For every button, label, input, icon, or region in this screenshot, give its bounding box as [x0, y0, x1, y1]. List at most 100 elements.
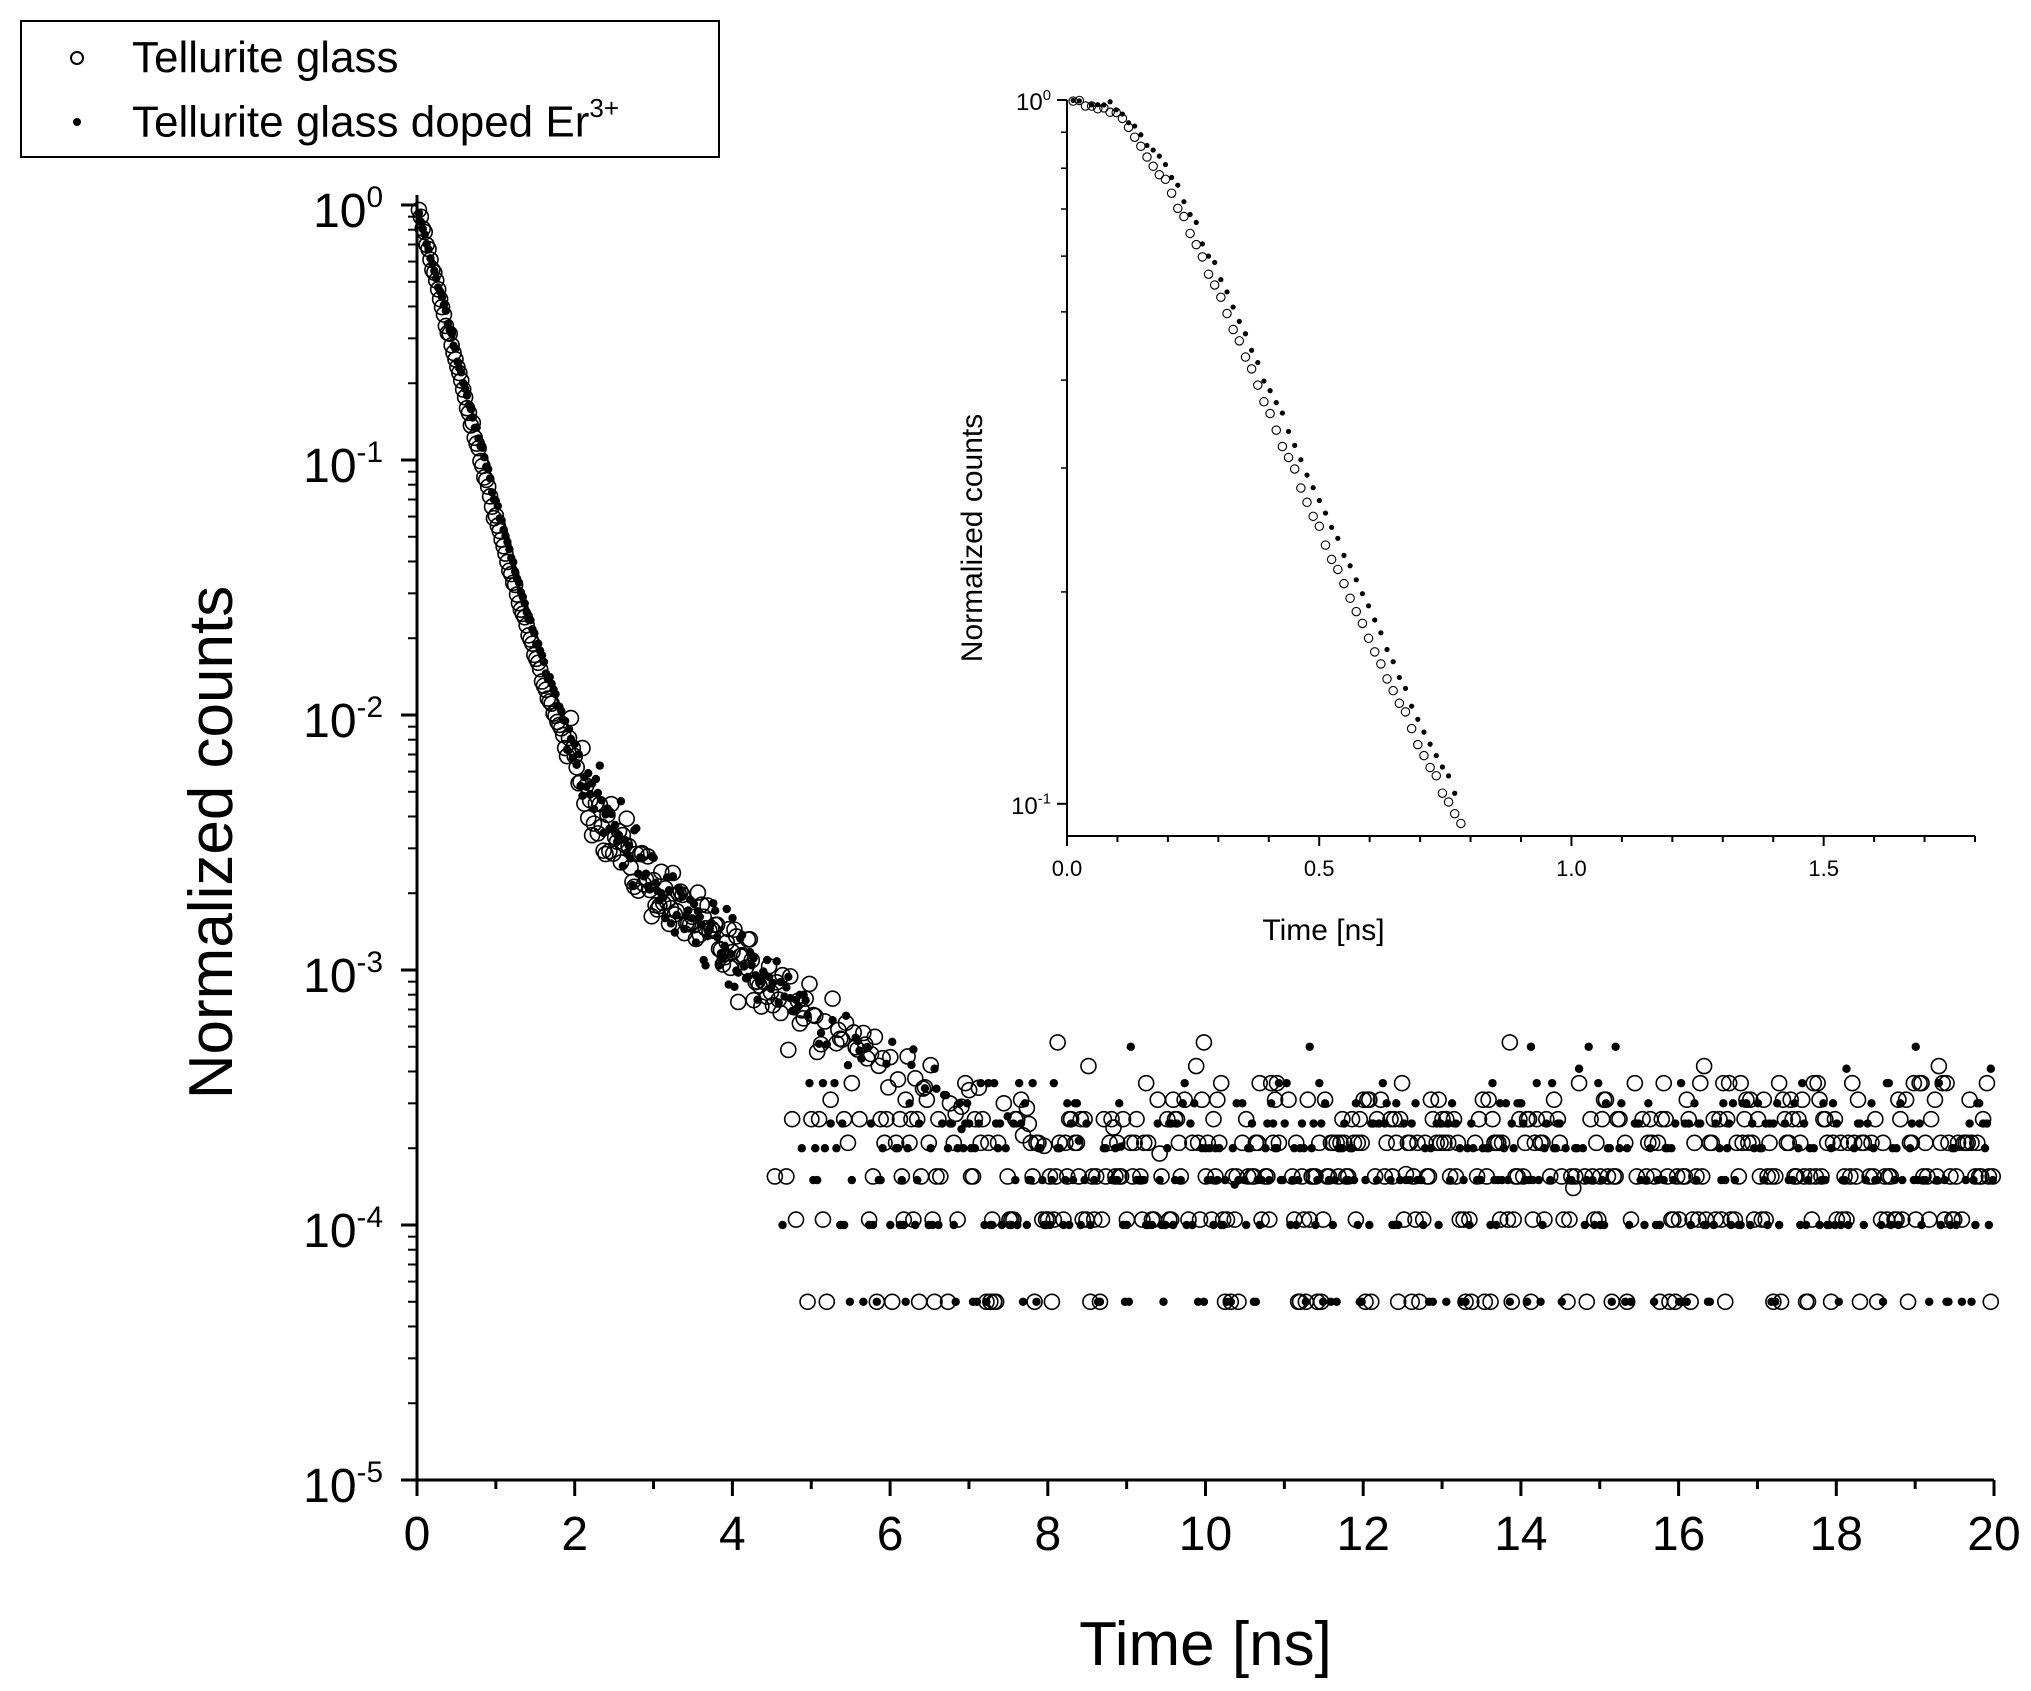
data-point-tellurite-glass-doped [1188, 1220, 1197, 1230]
data-point-tellurite-glass [1049, 1034, 1066, 1051]
data-point-tellurite-glass [1545, 1091, 1563, 1109]
data-point-tellurite-glass-doped [1126, 1042, 1135, 1051]
data-point-tellurite-glass [1930, 1057, 1948, 1075]
data-point-tellurite-glass-doped [1971, 1220, 1980, 1230]
data-point-tellurite-glass [1926, 1091, 1944, 1109]
data-point-tellurite-glass-doped [749, 953, 758, 963]
data-point-tellurite-glass [1101, 1134, 1118, 1152]
data-point-tellurite-glass-doped [1622, 1144, 1632, 1153]
data-point-tellurite-glass-doped [1771, 1297, 1780, 1306]
data-point-tellurite-glass-doped [1395, 1175, 1405, 1185]
data-point-tellurite-glass-doped [1068, 1175, 1078, 1185]
data-point-tellurite-glass-doped [680, 924, 689, 934]
data-point-tellurite-glass-doped [1003, 1112, 1012, 1121]
inset-data-point-tellurite-glass-doped [1230, 304, 1236, 310]
data-point-tellurite-glass [1843, 1074, 1861, 1092]
data-point-tellurite-glass [1759, 1168, 1776, 1185]
data-point-tellurite-glass-doped [1257, 1175, 1266, 1185]
inset-data-point-tellurite-glass [1320, 540, 1331, 550]
y-tick-label: 10-3 [303, 946, 383, 1003]
data-point-tellurite-glass-doped [562, 745, 572, 754]
data-point-tellurite-glass [1237, 1110, 1255, 1128]
data-point-tellurite-glass-doped [1788, 1175, 1797, 1185]
data-point-tellurite-glass [729, 993, 747, 1011]
data-point-tellurite-glass-doped [651, 878, 660, 888]
data-point-tellurite-glass-doped [857, 1054, 866, 1063]
data-point-tellurite-glass [1978, 1074, 1996, 1092]
data-point-tellurite-glass-doped [1444, 1119, 1453, 1128]
data-point-tellurite-glass [1745, 1211, 1763, 1228]
data-point-tellurite-glass-doped [1711, 1119, 1720, 1128]
data-point-tellurite-glass-doped [1624, 1220, 1634, 1230]
data-point-tellurite-glass-doped [980, 1220, 989, 1230]
data-point-tellurite-glass-doped [1890, 1175, 1899, 1185]
data-point-tellurite-glass [1611, 1110, 1628, 1128]
data-point-tellurite-glass-doped [1863, 1119, 1872, 1128]
data-point-tellurite-glass-doped [1551, 1144, 1561, 1153]
data-point-tellurite-glass-doped [734, 968, 743, 977]
data-point-tellurite-glass-doped [1063, 1099, 1072, 1108]
x-tick-label: 10 [1179, 1508, 1232, 1561]
x-tick-label: 8 [1034, 1508, 1061, 1561]
data-point-tellurite-glass-doped [747, 961, 756, 970]
data-point-tellurite-glass [1149, 1091, 1167, 1109]
inset-data-point-tellurite-glass [1253, 380, 1263, 390]
data-point-tellurite-glass [1378, 1134, 1395, 1152]
inset-data-point-tellurite-glass-doped [1169, 174, 1175, 181]
data-point-tellurite-glass-doped [1299, 1144, 1309, 1153]
inset-data-point-tellurite-glass [1259, 397, 1269, 407]
data-point-tellurite-glass-doped [1826, 1144, 1836, 1153]
data-point-tellurite-glass [1767, 1168, 1784, 1185]
data-point-tellurite-glass-doped [1982, 1119, 1992, 1128]
inset-data-point-tellurite-glass-doped [1433, 752, 1439, 759]
data-point-tellurite-glass-doped [1849, 1144, 1859, 1153]
data-point-tellurite-glass [995, 1094, 1013, 1112]
data-point-tellurite-glass-doped [843, 1061, 853, 1070]
data-point-tellurite-glass-doped [989, 1078, 999, 1088]
data-point-tellurite-glass-doped [1045, 1220, 1055, 1230]
inset-data-point-tellurite-glass [1351, 606, 1361, 617]
data-point-tellurite-glass-doped [695, 912, 705, 922]
data-point-tellurite-glass-doped [814, 1039, 824, 1048]
data-point-tellurite-glass-doped [726, 949, 735, 959]
data-point-tellurite-glass-doped [820, 1144, 830, 1153]
data-point-tellurite-glass-doped [628, 880, 637, 890]
data-point-tellurite-glass-doped [963, 1099, 972, 1108]
data-point-tellurite-glass-doped [670, 928, 680, 937]
inset-data-point-tellurite-glass-doped [1421, 729, 1427, 735]
data-point-tellurite-glass-doped [616, 797, 626, 806]
data-point-tellurite-glass-doped [697, 920, 706, 930]
data-point-tellurite-glass-doped [485, 474, 495, 483]
data-point-tellurite-glass-doped [1769, 1119, 1778, 1128]
data-point-tellurite-glass [1353, 1134, 1370, 1152]
data-point-tellurite-glass-doped [1374, 1119, 1384, 1128]
data-point-tellurite-glass-doped [1307, 1144, 1316, 1153]
data-point-tellurite-glass-doped [868, 1220, 878, 1230]
data-point-tellurite-glass-doped [1405, 1175, 1414, 1185]
open-circle-marker-icon [70, 51, 84, 65]
data-point-tellurite-glass-doped [1986, 1064, 1995, 1073]
data-point-tellurite-glass-doped [822, 1040, 831, 1049]
inset-data-point-tellurite-glass-doped [1175, 182, 1181, 188]
data-point-tellurite-glass-doped [1161, 1220, 1170, 1230]
data-point-tellurite-glass-doped [1476, 1175, 1486, 1185]
legend-label: Tellurite glass doped Er [132, 97, 590, 147]
data-point-tellurite-glass-doped [462, 391, 472, 400]
data-point-tellurite-glass-doped [872, 1297, 882, 1306]
data-point-tellurite-glass [878, 1110, 895, 1128]
data-point-tellurite-glass-doped [764, 972, 774, 982]
data-point-tellurite-glass-doped [607, 809, 616, 819]
data-point-tellurite-glass-doped [847, 1175, 857, 1185]
data-point-tellurite-glass [1963, 1134, 1980, 1152]
data-point-tellurite-glass-doped [1526, 1042, 1536, 1051]
data-point-tellurite-glass [1439, 1134, 1457, 1152]
data-point-tellurite-glass-doped [1465, 1220, 1474, 1230]
data-point-tellurite-glass-doped [1026, 1175, 1035, 1185]
inset-data-point-tellurite-glass [1400, 707, 1411, 717]
data-point-tellurite-glass [1526, 1134, 1544, 1152]
main-plot: 0 2 4 6 8 10 12 14 16 18 20 100 10-1 10-2 10-3 10-4 10-5… [177, 181, 2021, 1679]
legend-item-tellurite-glass: Tellurite glass [22, 26, 399, 90]
data-point-tellurite-glass-doped [1288, 1175, 1297, 1185]
data-point-tellurite-glass-doped [1644, 1099, 1653, 1108]
data-point-tellurite-glass-doped [1059, 1220, 1068, 1230]
